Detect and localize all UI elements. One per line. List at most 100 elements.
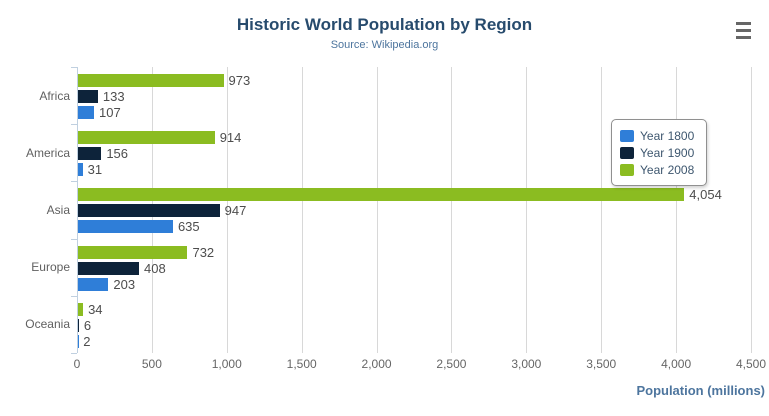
category-axis-tick — [71, 67, 77, 68]
bar-year-2008-america[interactable] — [78, 131, 215, 145]
legend-swatch-icon — [620, 129, 634, 142]
bar-value-label: 635 — [177, 219, 200, 235]
gridline — [751, 67, 752, 353]
value-axis-tick-label: 0 — [73, 357, 81, 371]
bar-line: 2 — [78, 333, 751, 349]
category-label-oceania: Oceania — [25, 317, 70, 332]
legend-item-year-1900[interactable]: Year 1900 — [620, 144, 694, 161]
hamburger-bar — [735, 36, 751, 39]
value-axis-tick-label: 4,500 — [735, 357, 767, 371]
value-axis-labels: 0 500 1,000 1,500 2,000 2,500 3,000 3,500 4,000 4… — [0, 357, 769, 373]
bar-value-label: 34 — [88, 301, 103, 317]
plot-area: 973 133 107 914 156 31 4,054 947 635 732 408 203 34 6… — [71, 67, 752, 354]
category-label-europe: Europe — [31, 260, 70, 275]
bar-value-label: 156 — [106, 146, 129, 162]
chart-title: Historic World Population by Region — [236, 15, 533, 34]
bar-line: 203 — [78, 276, 751, 292]
gridline — [376, 67, 378, 353]
category-axis-tick — [71, 181, 77, 183]
bar-value-label: 133 — [102, 89, 125, 104]
gridline — [451, 67, 453, 353]
category-label-africa: Africa — [39, 88, 70, 103]
legend-swatch-icon — [620, 163, 634, 176]
bar-value-label: 4,054 — [689, 187, 722, 203]
legend-swatch-icon — [620, 146, 634, 159]
bar-year-1800-europe[interactable] — [78, 277, 109, 291]
category-axis-tick — [71, 295, 77, 297]
value-axis-tick-label: 3,000 — [511, 357, 542, 371]
bar-year-1900-america[interactable] — [78, 147, 102, 161]
category-axis-line — [77, 67, 78, 353]
bar-value-label: 2 — [83, 333, 91, 349]
bar-line: 6 — [78, 317, 751, 333]
bar-year-1900-africa[interactable] — [78, 90, 98, 103]
category-axis-labels: Africa America Asia Europe Oceania — [0, 67, 70, 353]
hamburger-bar — [735, 29, 751, 32]
category-axis-tick — [71, 353, 77, 354]
legend-label: Year 1800 — [640, 128, 695, 143]
bar-year-2008-asia[interactable] — [78, 188, 685, 202]
category-axis-tick — [71, 124, 77, 126]
category-group-africa: 973 133 107 — [78, 67, 751, 124]
category-group-oceania: 34 6 2 — [78, 296, 751, 353]
bar-value-label: 732 — [192, 244, 215, 260]
bar-year-2008-africa[interactable] — [78, 74, 224, 87]
bar-value-label: 107 — [99, 105, 121, 120]
gridline — [601, 67, 603, 353]
gridline — [526, 67, 528, 353]
value-axis-tick-label: 2,500 — [436, 357, 467, 371]
bar-line: 914 — [78, 130, 751, 146]
gridline — [301, 67, 303, 353]
category-group-europe: 732 408 203 — [78, 239, 751, 296]
bar-value-label: 6 — [83, 317, 92, 333]
legend: Year 1800 Year 1900 Year 2008 — [611, 119, 708, 186]
bar-year-1800-asia[interactable] — [78, 220, 173, 234]
bar-line: 133 — [78, 90, 751, 103]
bar-line: 947 — [78, 203, 751, 219]
bar-year-1800-america[interactable] — [78, 163, 83, 177]
value-axis-tick-label: 1,500 — [286, 357, 317, 371]
category-label-asia: Asia — [46, 202, 70, 217]
value-axis-tick-label: 500 — [141, 357, 162, 371]
bar-line: 31 — [78, 162, 751, 178]
value-axis-tick-label: 3,500 — [586, 357, 617, 371]
bar-year-1900-europe[interactable] — [78, 261, 140, 275]
bar-value-label: 914 — [219, 130, 242, 146]
value-axis-title: Population (millions) — [636, 383, 765, 398]
bar-line: 973 — [78, 74, 751, 87]
category-group-asia: 4,054 947 635 — [78, 181, 751, 238]
bar-year-1900-oceania[interactable] — [78, 318, 79, 332]
legend-item-year-1800[interactable]: Year 1800 — [620, 127, 694, 144]
bar-line: 732 — [78, 244, 751, 260]
value-axis-tick-label: 4,000 — [661, 357, 692, 371]
bar-value-label: 31 — [87, 162, 103, 178]
bar-year-2008-europe[interactable] — [78, 245, 188, 259]
bar-line: 34 — [78, 301, 751, 317]
bar-line: 408 — [78, 260, 751, 276]
legend-label: Year 1900 — [640, 145, 695, 160]
gridline — [226, 67, 228, 353]
chart-subtitle: Source: Wikipedia.org — [330, 39, 439, 51]
bar-value-label: 947 — [224, 203, 247, 219]
bar-year-1900-asia[interactable] — [78, 204, 220, 218]
value-axis-tick-label: 2,000 — [361, 357, 392, 371]
bar-value-label: 203 — [113, 276, 136, 292]
bar-line: 635 — [78, 219, 751, 235]
bar-line: 107 — [78, 106, 751, 119]
bar-value-label: 408 — [144, 260, 166, 276]
legend-item-year-2008[interactable]: Year 2008 — [620, 161, 694, 178]
gridline — [676, 67, 678, 353]
value-axis-tick-label: 1,000 — [211, 357, 242, 371]
bar-year-1800-africa[interactable] — [78, 106, 94, 119]
bar-line: 4,054 — [78, 187, 751, 203]
bar-year-2008-oceania[interactable] — [78, 302, 84, 316]
category-axis-tick — [71, 238, 77, 240]
bar-value-label: 973 — [228, 73, 251, 88]
hamburger-bar — [735, 22, 751, 25]
category-group-america: 914 156 31 — [78, 124, 751, 181]
legend-label: Year 2008 — [640, 162, 695, 177]
bar-line: 156 — [78, 146, 751, 162]
category-label-america: America — [25, 145, 70, 160]
hamburger-menu-icon[interactable] — [733, 20, 753, 42]
